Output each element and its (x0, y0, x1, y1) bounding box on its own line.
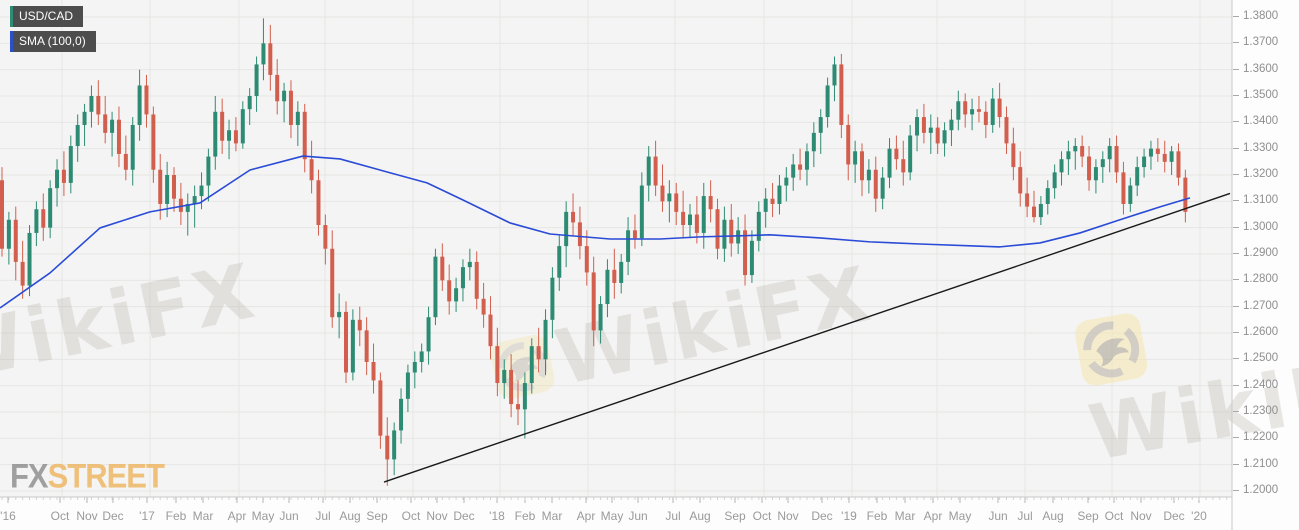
price-axis-label: 1.3100 (1232, 194, 1279, 207)
time-axis-label: Jun (279, 509, 299, 523)
time-axis-label: Oct (401, 509, 421, 523)
price-axis-label: 1.2500 (1232, 352, 1279, 365)
price-axis-label: 1.2900 (1232, 247, 1279, 259)
time-axis-label: Sep (1077, 509, 1099, 523)
plot-background (0, 0, 1232, 497)
time-axis-label: Oct (1104, 509, 1124, 523)
fxstreet-logo-fx: FX (10, 456, 49, 496)
time-axis-label: Feb (866, 509, 888, 523)
time-axis-label: Feb (165, 509, 187, 523)
time-axis-label: Aug (689, 509, 711, 523)
time-axis-label: '16 (0, 509, 16, 523)
time-axis-label: Jul (665, 509, 681, 523)
fxstreet-logo-street: STREET (47, 456, 165, 496)
time-axis-label: Nov (777, 509, 799, 523)
time-axis-label: Nov (1130, 509, 1152, 523)
price-axis-label: 1.2400 (1232, 378, 1279, 391)
time-axis-label: Dec (811, 509, 833, 523)
time-axis-label: Oct (752, 509, 772, 523)
time-axis-label: Apr (576, 509, 596, 523)
time-axis-label: Oct (50, 509, 70, 523)
price-axis-label: 1.2800 (1232, 273, 1279, 286)
price-axis-label: 1.2200 (1232, 431, 1279, 444)
time-axis-label: Dec (453, 509, 475, 523)
price-axis-label: 1.3500 (1232, 89, 1279, 101)
time-axis-label: Jun (988, 509, 1008, 523)
time-axis-label: May (948, 509, 972, 523)
price-axis-label: 1.3300 (1232, 141, 1279, 154)
time-axis-label: Aug (1042, 509, 1064, 523)
time-axis-label: Jul (1017, 509, 1033, 523)
time-axis-label: Sep (724, 509, 746, 523)
time-axis-label: Nov (426, 509, 448, 523)
indicator-badge[interactable]: SMA (100,0) (10, 31, 96, 52)
time-axis-label: Mar (894, 509, 916, 523)
time-axis-label: Apr (227, 509, 247, 523)
time-axis-label: '20 (1191, 509, 1207, 523)
time-axis-label: '19 (841, 509, 857, 523)
time-axis-label: Mar (541, 509, 563, 523)
time-axis-strip (0, 497, 1232, 530)
price-axis-label: 1.3200 (1232, 168, 1279, 180)
time-axis-label: Jun (628, 509, 648, 523)
time-axis-label: May (600, 509, 624, 523)
indicator-accent-bar (10, 31, 13, 52)
price-axis-label: 1.2100 (1232, 457, 1279, 470)
price-axis-label: 1.3800 (1232, 10, 1279, 22)
time-axis-label: '17 (139, 509, 155, 523)
time-axis-label: '18 (489, 509, 505, 523)
fxstreet-logo: FXSTREET (10, 456, 165, 496)
time-axis-label: May (251, 509, 275, 523)
symbol-accent-bar (10, 6, 13, 27)
price-axis-label: 1.2300 (1232, 405, 1279, 417)
time-axis-label: Aug (339, 509, 361, 523)
price-axis-label: 1.3000 (1232, 220, 1279, 233)
time-axis-label: Sep (366, 509, 388, 523)
price-axis-label: 1.2000 (1232, 484, 1279, 496)
time-axis-label: Dec (102, 509, 124, 523)
price-axis-strip (1232, 0, 1299, 530)
time-axis-label: Feb (514, 509, 536, 523)
price-axis-label: 1.3400 (1232, 115, 1279, 128)
price-axis-label: 1.3700 (1232, 36, 1279, 49)
symbol-badge[interactable]: USD/CAD (10, 6, 84, 27)
price-axis-label: 1.3600 (1232, 62, 1279, 75)
price-axis-label: 1.2700 (1232, 299, 1279, 312)
price-axis-label: 1.2600 (1232, 326, 1279, 338)
time-axis-label: Mar (192, 509, 214, 523)
time-axis-label: Nov (76, 509, 98, 523)
time-axis-label: Dec (1163, 509, 1185, 523)
indicator-label: SMA (100,0) (19, 34, 86, 48)
time-axis-label: Jul (315, 509, 331, 523)
symbol-label: USD/CAD (19, 9, 74, 23)
time-axis-label: Apr (923, 509, 943, 523)
